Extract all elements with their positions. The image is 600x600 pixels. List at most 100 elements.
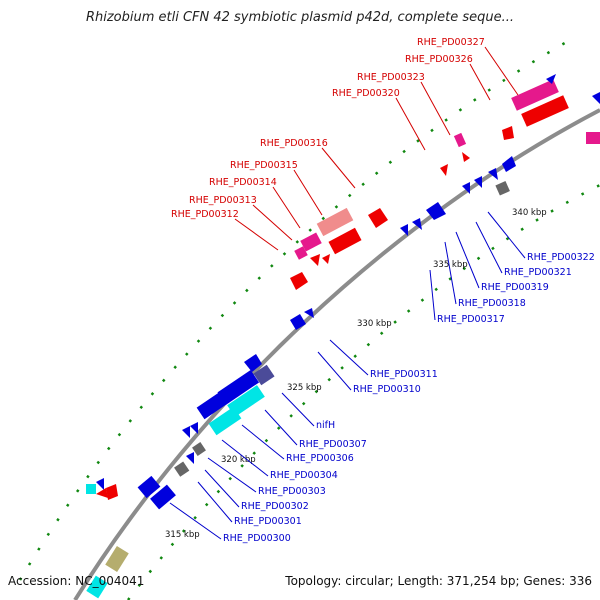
leader-line: [169, 502, 222, 540]
gc-dots-inner: [127, 183, 600, 600]
gene-feature[interactable]: [208, 406, 242, 436]
gene-labels[interactable]: RHE_PD00327 RHE_PD00326 RHE_PD00323 RHE_PD0…: [171, 37, 595, 544]
gene-feature[interactable]: [592, 92, 600, 104]
gene-label[interactable]: RHE_PD00304: [270, 470, 338, 481]
leader-line: [264, 409, 298, 446]
gene-feature[interactable]: [474, 176, 482, 188]
gene-feature[interactable]: [368, 208, 388, 228]
gene-label[interactable]: RHE_PD00327: [417, 37, 485, 48]
gene-feature[interactable]: [182, 426, 190, 438]
topology-text: Topology: circular; Length: 371,254 bp; …: [285, 574, 592, 588]
gene-feature[interactable]: [290, 314, 306, 330]
accession-text: Accession: NC_004041: [8, 574, 145, 588]
gene-feature[interactable]: [546, 74, 556, 84]
leader-line: [469, 63, 491, 101]
leader-line: [252, 204, 293, 241]
leader-line: [329, 339, 369, 376]
gene-feature[interactable]: [502, 126, 514, 140]
gene-feature[interactable]: [488, 168, 498, 180]
gene-label[interactable]: RHE_PD00326: [405, 54, 473, 65]
gene-feature[interactable]: [462, 182, 470, 194]
gene-feature[interactable]: [300, 232, 322, 252]
gene-feature[interactable]: [186, 452, 194, 464]
gene-label[interactable]: RHE_PD00315: [230, 160, 298, 171]
scale-tick-label: 340 kbp: [512, 208, 547, 218]
leader-line: [420, 81, 451, 136]
gene-feature[interactable]: [86, 575, 108, 599]
map-title: Rhizobium etli CFN 42 symbiotic plasmid …: [85, 10, 515, 25]
scale-tick-label: 315 kbp: [165, 530, 200, 540]
scale-tick-label: 330 kbp: [357, 319, 392, 329]
gene-label[interactable]: RHE_PD00311: [370, 369, 438, 380]
gene-feature[interactable]: [400, 224, 408, 236]
leader-line: [395, 97, 426, 151]
gene-label[interactable]: RHE_PD00313: [189, 195, 257, 206]
leader-line: [272, 186, 301, 229]
gene-label[interactable]: RHE_PD00306: [286, 453, 354, 464]
label-leader-lines: [169, 46, 526, 540]
gene-label[interactable]: RHE_PD00318: [458, 298, 526, 309]
gene-feature[interactable]: [328, 227, 362, 255]
gene-feature[interactable]: [190, 422, 198, 434]
gene-feature[interactable]: [440, 164, 448, 176]
gene-label[interactable]: RHE_PD00307: [299, 439, 367, 450]
gene-feature[interactable]: [511, 79, 559, 111]
gene-feature[interactable]: [105, 545, 129, 573]
gene-label[interactable]: RHE_PD00322: [527, 252, 595, 263]
leader-line: [197, 481, 233, 523]
gene-feature[interactable]: [412, 218, 422, 230]
gene-feature[interactable]: [253, 364, 275, 386]
gene-feature[interactable]: [316, 207, 354, 237]
gene-label[interactable]: RHE_PD00317: [437, 314, 505, 325]
gene-label[interactable]: RHE_PD00316: [260, 138, 328, 149]
gene-feature[interactable]: [304, 308, 314, 318]
gene-label[interactable]: RHE_PD00321: [504, 267, 572, 278]
gene-feature[interactable]: [521, 95, 569, 127]
gene-feature[interactable]: [290, 272, 308, 290]
leader-line: [429, 269, 436, 321]
leader-line: [293, 169, 323, 216]
gene-feature[interactable]: [217, 370, 260, 405]
gene-feature[interactable]: [294, 246, 308, 260]
leader-line: [241, 424, 285, 460]
gene-feature[interactable]: [86, 484, 96, 494]
gene-feature[interactable]: [192, 442, 206, 456]
leader-line: [444, 241, 457, 305]
gene-feature[interactable]: [174, 461, 190, 477]
gene-feature[interactable]: [462, 152, 470, 162]
gene-feature[interactable]: [586, 132, 600, 144]
gc-content-dots: [18, 38, 600, 600]
gene-label[interactable]: RHE_PD00302: [241, 501, 309, 512]
gene-label[interactable]: RHE_PD00310: [353, 384, 421, 395]
scale-tick-label: 320 kbp: [221, 455, 256, 465]
gene-label[interactable]: RHE_PD00301: [234, 516, 302, 527]
scale-tick-label: 325 kbp: [287, 383, 322, 393]
gene-feature[interactable]: [426, 202, 446, 220]
gene-feature[interactable]: [196, 390, 230, 420]
gene-label[interactable]: RHE_PD00320: [332, 88, 400, 99]
gene-feature[interactable]: [244, 354, 262, 372]
gene-feature[interactable]: [495, 180, 510, 196]
gene-label[interactable]: RHE_PD00323: [357, 72, 425, 83]
gene-feature[interactable]: [310, 254, 320, 266]
gene-feature[interactable]: [150, 484, 176, 510]
gene-label[interactable]: nifH: [316, 420, 335, 431]
gene-feature[interactable]: [96, 488, 108, 498]
leader-line: [475, 221, 503, 274]
gene-label[interactable]: RHE_PD00312: [171, 209, 239, 220]
gene-label[interactable]: RHE_PD00314: [209, 177, 277, 188]
gene-feature[interactable]: [106, 484, 118, 500]
gene-feature[interactable]: [137, 475, 161, 499]
gene-feature[interactable]: [96, 478, 104, 490]
gene-feature[interactable]: [502, 156, 516, 172]
gene-label[interactable]: RHE_PD00303: [258, 486, 326, 497]
gene-label[interactable]: RHE_PD00300: [223, 533, 291, 544]
gene-feature[interactable]: [227, 385, 265, 417]
scale-ticks: 315 kbp 320 kbp 325 kbp 330 kbp 335 kbp 340 k…: [165, 208, 547, 540]
gene-feature[interactable]: [322, 254, 330, 264]
gene-label[interactable]: RHE_PD00319: [481, 282, 549, 293]
leader-line: [281, 392, 315, 427]
gene-features[interactable]: [86, 74, 600, 599]
gene-feature[interactable]: [453, 132, 467, 148]
